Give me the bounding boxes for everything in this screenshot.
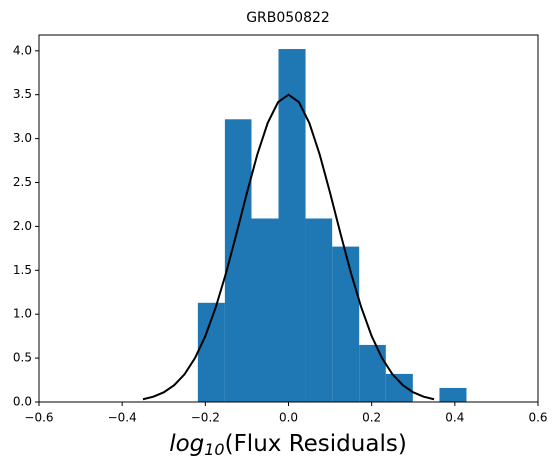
x-label-subscript: 10 xyxy=(204,440,224,459)
y-tick-label: 0.0 xyxy=(13,395,32,409)
x-tick-label: −0.6 xyxy=(24,411,53,425)
x-tick-label: 0.2 xyxy=(362,411,381,425)
bar xyxy=(251,218,279,402)
bar xyxy=(278,49,306,402)
bar xyxy=(385,373,413,402)
bar xyxy=(332,246,360,402)
chart-title: GRB050822 xyxy=(246,10,330,26)
y-tick-label: 3.0 xyxy=(13,131,32,145)
x-tick-label: 0.4 xyxy=(445,411,464,425)
x-tick-label: −0.4 xyxy=(108,411,137,425)
x-tick-label: 0.0 xyxy=(279,411,298,425)
y-tick-label: 2.0 xyxy=(13,219,32,233)
y-tick-label: 4.0 xyxy=(13,43,32,57)
x-label-base: log xyxy=(169,431,204,457)
y-tick-label: 1.5 xyxy=(13,263,32,277)
bar xyxy=(439,387,467,402)
y-tick-label: 2.5 xyxy=(13,175,32,189)
x-label-text: (Flux Residuals) xyxy=(225,431,407,457)
x-tick-label: 0.6 xyxy=(528,411,547,425)
bar xyxy=(305,218,333,402)
x-axis-label: log10(Flux Residuals) xyxy=(169,431,407,459)
fit-curve xyxy=(142,93,435,401)
y-tick-label: 0.5 xyxy=(13,351,32,365)
bar xyxy=(359,344,386,402)
y-tick-label: 1.0 xyxy=(13,307,32,321)
y-tick-label: 3.5 xyxy=(13,87,32,101)
x-tick-label: −0.2 xyxy=(191,411,220,425)
